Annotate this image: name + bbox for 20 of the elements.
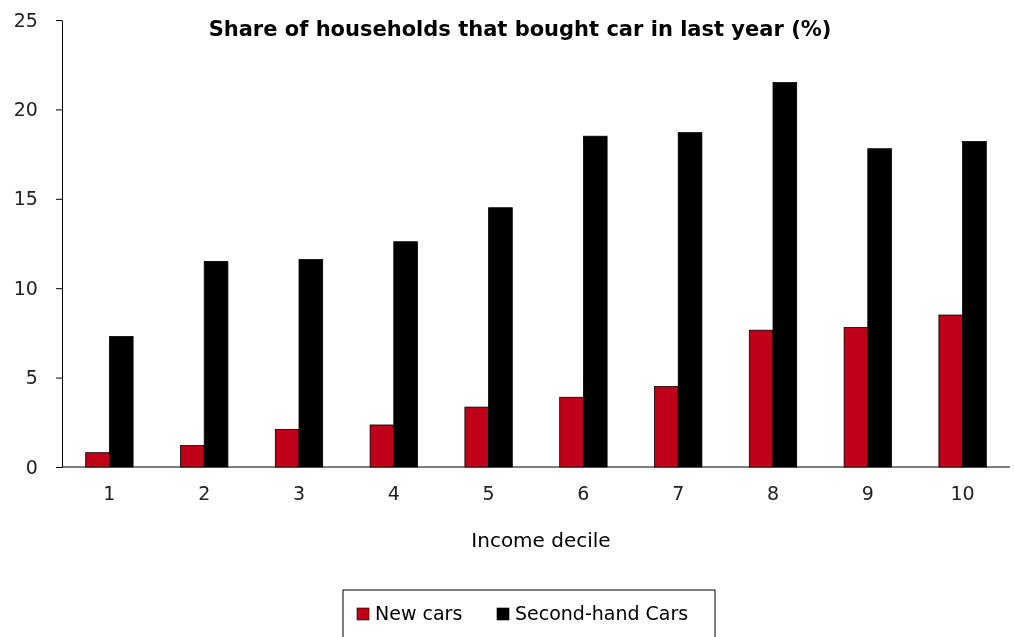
x-tick-label: 1: [103, 482, 116, 505]
x-tick-label: 8: [766, 482, 780, 505]
y-tick-label: 5: [25, 366, 38, 389]
y-tick-label: 0: [25, 455, 38, 478]
chart-title: Share of households that bought car in last year (%): [208, 17, 832, 41]
y-tick-label: 25: [13, 8, 38, 31]
x-tick-label: 7: [672, 482, 685, 505]
x-tick-label: 4: [387, 482, 400, 505]
y-tick-label: 20: [13, 97, 38, 120]
x-axis-title: Income decile: [471, 528, 611, 552]
y-tick-label: 10: [13, 276, 38, 299]
x-tick-label: 10: [950, 482, 975, 505]
x-tick-label: 5: [482, 482, 495, 505]
x-tick-label: 9: [861, 482, 874, 505]
x-tick-label: 6: [577, 482, 590, 505]
x-tick-label: 2: [198, 482, 211, 505]
legend-label: New cars: [375, 602, 463, 624]
x-tick-label: 3: [292, 482, 306, 505]
y-tick-label: 15: [13, 187, 38, 210]
legend-label: Second-hand Cars: [515, 602, 689, 624]
